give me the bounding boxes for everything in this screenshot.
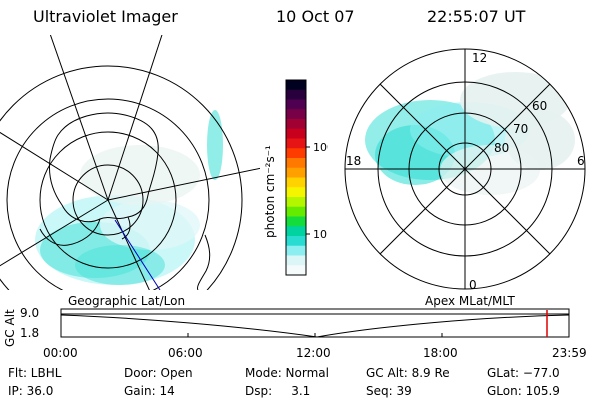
- status-gain: Gain: 14: [124, 384, 175, 398]
- timeline-plot: [60, 308, 570, 338]
- colorbar-unit-label: photon cm⁻²s⁻¹: [263, 145, 277, 238]
- colorbar-swatch: [286, 255, 306, 266]
- status-glon: GLon: 105.9: [487, 384, 560, 398]
- geographic-label: Geographic Lat/Lon: [68, 294, 186, 308]
- time-label: 22:55:07 UT: [427, 7, 526, 26]
- timeline-axis-title-wrap: GC Alt: [3, 305, 17, 347]
- y-tick-1.8: 1.8: [20, 326, 40, 340]
- colorbar-swatch: [286, 167, 306, 179]
- colorbar-swatch: [286, 80, 306, 91]
- mlt-label-18: 18: [346, 154, 361, 168]
- y-tick-9: 9.0: [20, 306, 40, 320]
- colorbar-swatch: [286, 148, 306, 159]
- colorbar-swatch: [286, 138, 306, 149]
- status-door: Door: Open: [124, 366, 193, 380]
- status-glat: GLat: −77.0: [487, 366, 560, 380]
- status-dsp: Dsp: 3.1: [245, 384, 311, 398]
- mlt-label-6: 6: [577, 154, 585, 168]
- geographic-map-content: [0, 35, 260, 290]
- colorbar-swatch: [286, 187, 306, 198]
- mlt-label-0: 0: [469, 278, 477, 292]
- date-label: 10 Oct 07: [276, 7, 355, 26]
- polar-aurora: [365, 72, 575, 195]
- mlat-label-80: 80: [494, 141, 509, 155]
- timeline-axis-title: GC Alt: [3, 309, 17, 347]
- colorbar-swatch: [286, 89, 306, 101]
- colorbar-swatches: [286, 80, 306, 276]
- colorbar-swatch: [286, 99, 306, 110]
- status-mode: Mode: Normal: [245, 366, 329, 380]
- colorbar-swatch: [286, 236, 306, 247]
- magnetic-polar-map: 12 0 18 6 80 70 60: [344, 48, 586, 292]
- status-flt: Flt: LBHL: [8, 366, 62, 380]
- colorbar-swatch: [286, 245, 306, 257]
- colorbar-swatch: [286, 265, 306, 276]
- colorbar-swatch: [286, 206, 306, 218]
- instrument-title: Ultraviolet Imager: [33, 7, 178, 26]
- mlat-label-60: 60: [532, 99, 547, 113]
- status-ip: IP: 36.0: [8, 384, 54, 398]
- colorbar-swatch: [286, 216, 306, 227]
- x-tick-0000: 00:00: [43, 346, 78, 360]
- colorbar-swatch: [286, 109, 306, 120]
- colorbar-swatch: [286, 128, 306, 140]
- x-tick-0600: 06:00: [168, 346, 203, 360]
- colorbar-swatch: [286, 177, 306, 188]
- colorbar-swatch: [286, 158, 306, 169]
- x-tick-1800: 18:00: [423, 346, 458, 360]
- x-tick-1200: 12:00: [296, 346, 331, 360]
- colorbar-tick-label-10: 10: [313, 228, 327, 241]
- x-tick-2359: 23:59: [552, 346, 587, 360]
- apex-label: Apex MLat/MLT: [425, 294, 515, 308]
- colorbar-swatch: [286, 197, 306, 208]
- colorbar: 100 10 photon cm⁻²s⁻¹: [263, 79, 328, 276]
- status-gc-alt: GC Alt: 8.9 Re: [366, 366, 450, 380]
- status-seq: Seq: 39: [366, 384, 412, 398]
- geographic-map: [0, 35, 260, 290]
- colorbar-swatch: [286, 226, 306, 237]
- mlat-label-70: 70: [513, 122, 528, 136]
- colorbar-swatch: [286, 119, 306, 130]
- altitude-curve: [60, 314, 570, 338]
- mlt-label-12: 12: [472, 51, 487, 65]
- colorbar-tick-label-100: 100: [313, 141, 328, 154]
